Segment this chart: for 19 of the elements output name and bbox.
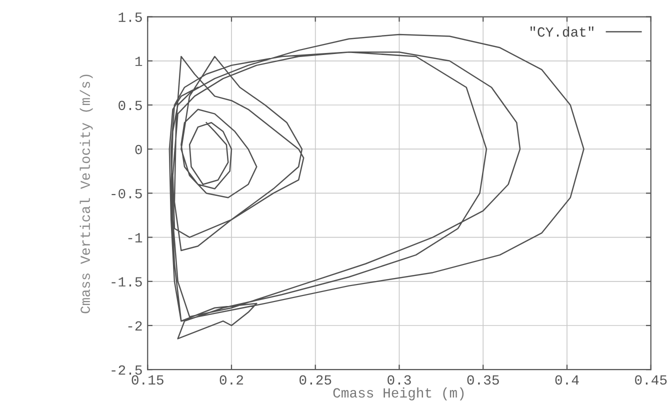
x-tick-label: 0.3 (388, 375, 411, 385)
x-tick-label: 0.25 (300, 375, 332, 385)
x-tick-label: 0.45 (635, 375, 667, 385)
y-tick-label: 1.5 (118, 12, 142, 22)
y-tick-label: 0.5 (118, 100, 142, 110)
x-tick-label: 0.4 (555, 375, 579, 385)
x-tick-label: 0.15 (132, 375, 164, 385)
x-tick-label: 0.35 (467, 375, 499, 385)
y-tick-label: 1 (135, 56, 142, 66)
y-tick-label: -2 (128, 321, 142, 331)
x-axis-title: Cmass Height (m) (333, 387, 464, 400)
y-tick-label: -2.5 (112, 365, 142, 375)
y-tick-label: -1.5 (112, 277, 142, 287)
y-tick-label: -0.5 (112, 188, 142, 198)
y-tick-label: 0 (135, 144, 142, 154)
legend-label: "CY.dat" (530, 26, 594, 37)
y-tick-label: -1 (128, 233, 142, 242)
x-tick-label: 0.2 (220, 375, 244, 385)
y-axis-title: Cmass Vertical Velocity (m/s) (80, 74, 93, 314)
